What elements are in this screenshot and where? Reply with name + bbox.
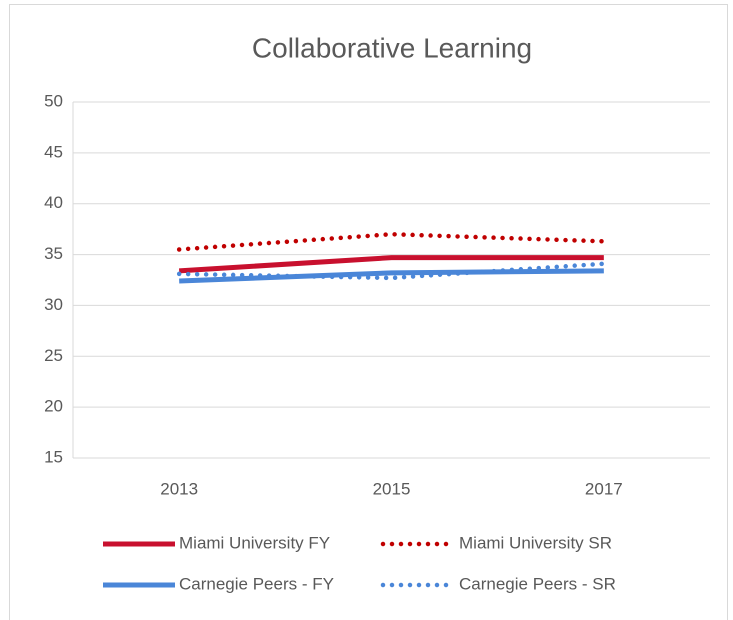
x-tick-label: 2017 bbox=[585, 479, 623, 498]
y-tick-label: 40 bbox=[44, 193, 63, 212]
x-tick-label: 2015 bbox=[373, 479, 411, 498]
y-tick-label: 45 bbox=[44, 142, 63, 161]
series-line bbox=[176, 261, 607, 281]
y-tick-label: 50 bbox=[44, 91, 63, 110]
y-tick-label: 30 bbox=[44, 295, 63, 314]
series-line bbox=[176, 231, 607, 252]
chart-title: Collaborative Learning bbox=[252, 32, 532, 63]
chart-border bbox=[9, 4, 728, 620]
y-tick-label: 35 bbox=[44, 244, 63, 263]
series-line bbox=[179, 268, 604, 284]
y-tick-label: 25 bbox=[44, 346, 63, 365]
y-tick-label: 20 bbox=[44, 397, 63, 416]
legend-label: Carnegie Peers - SR bbox=[459, 574, 616, 593]
legend-label: Miami University FY bbox=[179, 533, 330, 552]
legend-label: Carnegie Peers - FY bbox=[179, 574, 334, 593]
series-line bbox=[179, 255, 604, 274]
x-tick-label: 2013 bbox=[160, 479, 198, 498]
y-tick-label: 15 bbox=[44, 447, 63, 466]
legend-label: Miami University SR bbox=[459, 533, 612, 552]
